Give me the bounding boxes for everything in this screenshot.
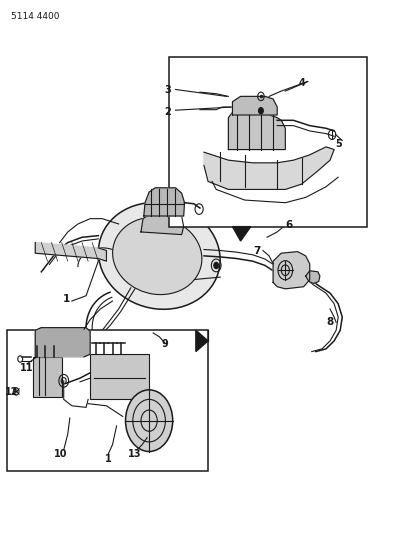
Circle shape [214, 262, 219, 269]
Text: 5114 4400: 5114 4400 [11, 12, 59, 21]
Circle shape [126, 390, 173, 451]
Text: 9: 9 [162, 338, 169, 349]
Polygon shape [196, 330, 208, 352]
Polygon shape [204, 147, 334, 189]
Ellipse shape [98, 203, 220, 309]
Polygon shape [306, 271, 320, 284]
Text: 12: 12 [5, 387, 19, 398]
Bar [90, 354, 149, 399]
Polygon shape [35, 243, 106, 261]
Text: 6: 6 [285, 220, 293, 230]
Bar [7, 330, 208, 471]
Text: 2: 2 [164, 107, 171, 117]
Text: 7: 7 [253, 246, 261, 255]
Bar [33, 357, 62, 397]
Polygon shape [144, 188, 184, 216]
Text: 5: 5 [335, 139, 342, 149]
Text: 4: 4 [299, 78, 306, 88]
Text: 10: 10 [54, 449, 68, 458]
Text: 13: 13 [128, 449, 142, 458]
Polygon shape [233, 96, 277, 115]
Polygon shape [141, 213, 184, 235]
Bar [169, 56, 367, 227]
Text: 8: 8 [327, 317, 334, 327]
Polygon shape [233, 227, 251, 241]
Text: 1: 1 [105, 454, 112, 464]
Text: 1: 1 [62, 294, 70, 304]
Polygon shape [228, 112, 285, 150]
Text: 11: 11 [20, 362, 34, 373]
Polygon shape [35, 328, 90, 357]
Text: 3: 3 [164, 85, 171, 95]
Circle shape [259, 108, 264, 114]
Ellipse shape [113, 217, 202, 295]
Polygon shape [273, 252, 310, 289]
